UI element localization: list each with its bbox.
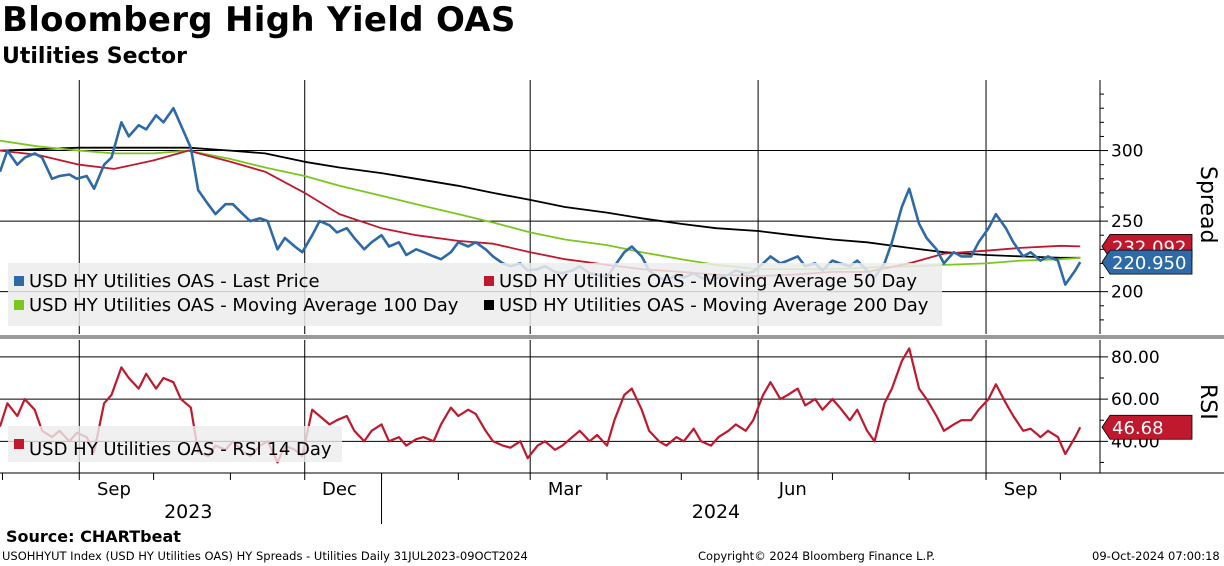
chart-title: Bloomberg High Yield OAS [2, 0, 516, 40]
spread-y-tick-label: 250 [1111, 212, 1143, 232]
source-note: Source: CHARTbeat [6, 527, 181, 546]
spread-y-tick-label: 200 [1111, 283, 1143, 303]
rsi-y-tick-label: 60.00 [1111, 390, 1160, 410]
x-year-label: 2024 [692, 501, 740, 523]
rsi-lines [0, 347, 1082, 464]
last-price-value-tag: 220.950 [1101, 249, 1193, 275]
x-month-label: Sep [1004, 479, 1038, 500]
x-month-label: Mar [548, 479, 583, 500]
index-description: USOHHYUT Index (USD HY Utilities OAS) HY… [2, 549, 528, 563]
rsi-legend-box [8, 426, 342, 462]
chart-subtitle: Utilities Sector [2, 44, 188, 69]
legend-entry: USD HY Utilities OAS - Moving Average 20… [499, 295, 929, 316]
rsi-series-line [0, 347, 1082, 464]
legend-entry: USD HY Utilities OAS - Moving Average 10… [29, 295, 459, 316]
legend-swatch [14, 276, 24, 286]
timestamp: 09-Oct-2024 07:00:18 [1092, 549, 1220, 563]
x-month-label: Sep [97, 479, 131, 500]
legends: USD HY Utilities OAS - Last Price USD HY … [8, 263, 942, 462]
copyright: Copyright© 2024 Bloomberg Finance L.P. [698, 549, 935, 563]
spread-series-line [0, 146, 1081, 259]
legend-entry: USD HY Utilities OAS - Moving Average 50… [499, 271, 917, 292]
spread-axis-title: Spread [1195, 166, 1220, 243]
legend-swatch [484, 276, 494, 286]
rsi-y-tick-label: 80.00 [1111, 348, 1160, 368]
spread-y-tick-label: 300 [1111, 142, 1143, 162]
legend-swatch [14, 439, 24, 449]
x-year-label: 2023 [164, 501, 212, 523]
legend-entry: USD HY Utilities OAS - Last Price [29, 271, 320, 292]
legend-swatch [484, 300, 494, 310]
x-month-label: Dec [322, 479, 357, 500]
panel-separator [0, 335, 1224, 339]
last-price-value-tag-shape [1101, 249, 1193, 275]
rsi-value-tag: 46.68 [1101, 414, 1193, 440]
spread-legend-box [8, 263, 942, 326]
rsi-axis-title: RSI [1195, 384, 1220, 420]
legend-entry: USD HY Utilities OAS - RSI 14 Day [29, 439, 332, 460]
x-month-label: Jun [778, 479, 807, 500]
legend-swatch [14, 300, 24, 310]
spread-series-line [0, 149, 1081, 278]
spread-lines [0, 106, 1082, 286]
rsi-value-tag-shape [1101, 414, 1193, 440]
spread-series-line [0, 106, 1082, 286]
rsi-value-tag-label: 46.68 [1112, 418, 1164, 439]
last-price-value-tag-label: 220.950 [1112, 253, 1186, 274]
